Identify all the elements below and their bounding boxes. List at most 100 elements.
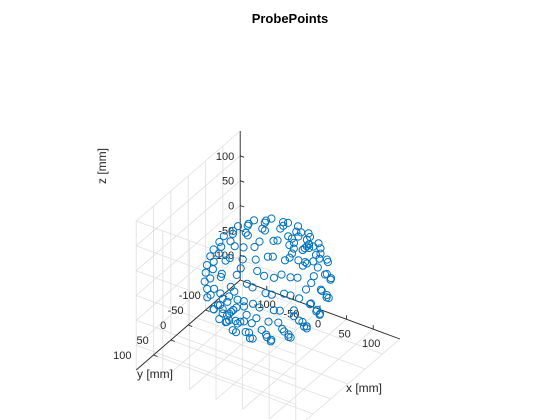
data-point <box>209 257 218 266</box>
data-point <box>236 264 245 273</box>
data-point <box>279 221 288 230</box>
data-point <box>302 324 311 333</box>
data-point <box>284 332 293 341</box>
z-tick-mark <box>240 155 245 158</box>
data-point <box>238 255 247 264</box>
data-point <box>260 226 269 235</box>
data-point <box>289 306 298 315</box>
x-tick-label: -50 <box>283 309 299 321</box>
data-point <box>286 273 295 282</box>
data-point <box>244 328 254 337</box>
data-point <box>313 263 322 272</box>
data-point <box>280 256 290 265</box>
data-point <box>219 232 228 241</box>
grid-line <box>135 155 241 247</box>
z-tick-label: 0 <box>228 201 234 213</box>
data-point <box>294 256 303 265</box>
data-point <box>248 334 257 343</box>
data-point <box>261 289 270 298</box>
z-tick-label: 100 <box>216 151 234 163</box>
data-point <box>262 333 271 342</box>
data-point <box>255 303 264 312</box>
data-point <box>268 252 277 261</box>
data-point <box>278 324 287 334</box>
y-tick-mark <box>188 324 193 327</box>
grid-line <box>135 130 241 222</box>
z-tick-mark <box>240 205 245 208</box>
data-point <box>261 216 271 225</box>
data-point <box>323 258 332 267</box>
data-point <box>222 317 231 326</box>
data-point <box>217 269 226 278</box>
grid-line <box>170 339 331 400</box>
data-point <box>306 299 316 308</box>
data-point <box>306 300 315 309</box>
data-point <box>209 245 218 254</box>
data-point <box>289 312 299 321</box>
data-point <box>206 274 215 283</box>
y-tick-label: -100 <box>179 290 201 302</box>
data-point <box>257 325 266 334</box>
data-point <box>228 326 237 335</box>
data-point <box>201 268 210 277</box>
data-point <box>312 307 321 316</box>
data-point <box>243 231 252 240</box>
chart-title: ProbePoints <box>252 11 329 26</box>
x-tick-label: -100 <box>254 299 276 311</box>
data-point <box>320 270 330 279</box>
data-point <box>289 238 299 247</box>
data-point <box>298 261 307 270</box>
data-point <box>267 214 276 223</box>
data-point <box>200 277 209 286</box>
data-point <box>247 319 256 328</box>
data-point <box>326 275 335 284</box>
grid-line <box>305 338 401 420</box>
data-point <box>230 242 239 251</box>
data-point <box>251 255 260 264</box>
y-axis-label: y [mm] <box>137 367 173 381</box>
data-point <box>295 294 304 303</box>
data-point <box>269 236 278 245</box>
data-point <box>316 285 325 294</box>
data-point <box>255 237 264 246</box>
data-point <box>317 286 326 295</box>
data-points <box>200 214 336 346</box>
data-point <box>250 242 259 252</box>
data-point <box>322 293 331 302</box>
data-point <box>209 305 218 314</box>
data-point <box>316 249 325 258</box>
data-point <box>216 289 225 298</box>
data-point <box>231 316 240 325</box>
data-point <box>293 273 302 282</box>
y-tick-mark <box>205 309 210 312</box>
data-point <box>229 226 238 235</box>
data-point <box>241 327 250 337</box>
z-tick-mark <box>240 180 245 183</box>
data-point <box>269 273 279 282</box>
data-point <box>302 322 311 331</box>
y-tick-label: -50 <box>168 305 184 317</box>
data-point <box>223 311 232 320</box>
y-tick-label: 100 <box>113 350 131 362</box>
data-point <box>285 241 294 250</box>
data-point <box>285 253 294 262</box>
data-point <box>269 306 278 315</box>
data-point <box>274 318 283 327</box>
data-point <box>236 317 245 326</box>
data-point <box>275 306 284 315</box>
data-point <box>277 270 286 279</box>
y-tick-mark <box>153 354 158 357</box>
data-point <box>309 242 318 251</box>
data-point <box>292 227 301 236</box>
grid-line <box>135 180 241 272</box>
data-point <box>302 242 311 251</box>
data-point <box>232 270 241 279</box>
axes <box>135 131 401 371</box>
data-point <box>273 236 282 245</box>
data-point <box>300 322 309 331</box>
data-point <box>301 285 311 294</box>
x-axis-label: x [mm] <box>346 381 382 395</box>
data-point <box>239 243 248 252</box>
